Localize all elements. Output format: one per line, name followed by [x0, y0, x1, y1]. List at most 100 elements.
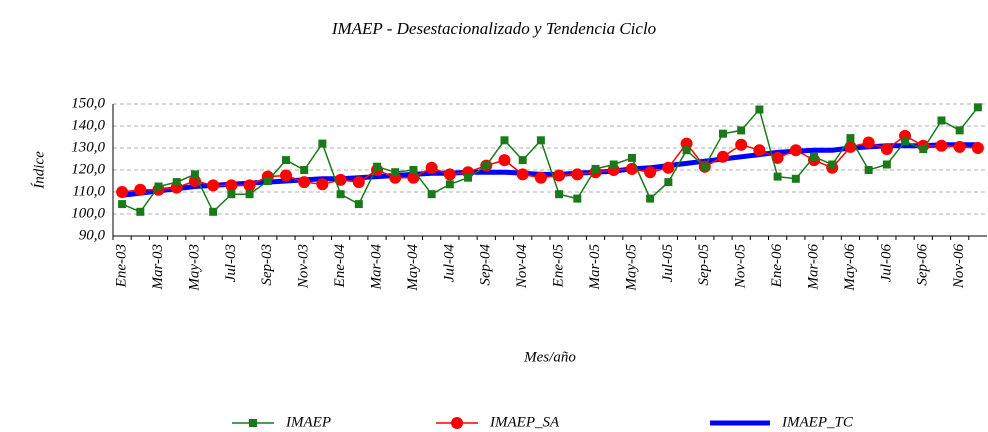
y-axis-label: Índice	[30, 151, 47, 190]
data-point	[553, 169, 566, 182]
data-point	[391, 168, 400, 177]
x-tick-label: Jul-06	[878, 244, 894, 283]
legend-label: IMAEP	[285, 414, 331, 430]
x-tick-label: Sep-04	[478, 244, 494, 286]
chart-title: IMAEP - Desestacionalizado y Tendencia C…	[331, 19, 656, 38]
data-point	[791, 174, 800, 183]
data-point	[828, 160, 837, 169]
data-point	[862, 136, 875, 149]
x-tick-label: Ene-04	[332, 244, 348, 289]
x-tick-label: Nov-05	[733, 244, 749, 290]
data-point	[316, 178, 329, 191]
x-tick-label: Mar-06	[805, 244, 821, 291]
x-tick-label: Mar-03	[150, 244, 166, 291]
data-point	[190, 170, 199, 179]
data-point	[134, 183, 147, 196]
data-point	[445, 180, 454, 189]
data-point	[227, 190, 236, 199]
data-point	[500, 136, 509, 145]
data-point	[716, 150, 729, 163]
data-point	[646, 194, 655, 203]
data-point	[518, 156, 527, 165]
data-point	[919, 145, 928, 154]
x-tick-label: Sep-05	[696, 244, 712, 286]
y-tick-label: 130,0	[71, 139, 105, 155]
data-point	[735, 138, 748, 151]
data-point	[443, 168, 456, 181]
data-point	[352, 176, 365, 189]
data-point	[516, 168, 529, 181]
data-point	[591, 164, 600, 173]
data-point	[336, 190, 345, 199]
legend-label: IMAEP_TC	[781, 414, 854, 430]
data-point	[154, 182, 163, 191]
y-tick-label: 90,0	[79, 227, 106, 243]
data-point	[427, 190, 436, 199]
data-point	[973, 103, 982, 112]
data-point	[464, 173, 473, 182]
data-point	[864, 166, 873, 174]
data-point	[737, 126, 746, 135]
data-point	[901, 137, 910, 146]
x-tick-label: Sep-03	[259, 244, 275, 286]
legend-marker	[451, 417, 463, 429]
data-point	[334, 173, 347, 186]
data-point	[755, 105, 764, 114]
x-tick-label: Ene-05	[551, 244, 567, 289]
data-point	[172, 178, 181, 187]
data-point	[298, 176, 311, 189]
data-point	[771, 151, 784, 164]
x-tick-label: Mar-04	[368, 244, 384, 291]
data-point	[882, 160, 891, 169]
x-tick-label: May-06	[842, 244, 858, 292]
data-point	[209, 207, 218, 216]
x-tick-label: Ene-03	[114, 244, 130, 288]
x-tick-label: Jul-05	[660, 244, 676, 283]
data-point	[682, 146, 691, 155]
data-point	[118, 200, 127, 209]
legend-marker	[249, 419, 257, 427]
data-point	[571, 168, 584, 181]
data-point	[409, 166, 418, 174]
x-tick-label: Jul-04	[441, 244, 457, 283]
y-tick-label: 100,0	[71, 205, 105, 221]
y-tick-label: 140,0	[71, 117, 105, 133]
data-point	[245, 190, 254, 199]
data-point	[955, 126, 964, 135]
x-tick-label: Nov-06	[951, 244, 967, 290]
data-point	[971, 142, 984, 154]
x-tick-label: Jul-03	[223, 244, 239, 282]
data-point	[573, 194, 582, 203]
data-point	[300, 166, 309, 174]
data-point	[318, 139, 327, 148]
x-tick-label: Nov-04	[514, 244, 530, 290]
data-point	[937, 116, 946, 125]
data-point	[789, 144, 802, 157]
x-tick-label: May-05	[623, 244, 639, 292]
data-point	[753, 144, 766, 157]
y-tick-label: 110,0	[72, 183, 105, 199]
data-point	[700, 162, 709, 171]
data-point	[536, 136, 545, 145]
data-point	[773, 172, 782, 181]
x-tick-label: May-04	[405, 244, 421, 292]
data-point	[281, 156, 290, 165]
data-point	[534, 171, 547, 184]
data-point	[116, 186, 129, 198]
x-tick-label: Ene-06	[769, 244, 785, 289]
data-point	[880, 143, 893, 156]
x-tick-label: May-03	[186, 244, 202, 292]
data-point	[136, 207, 145, 216]
legend-label: IMAEP_SA	[489, 414, 560, 430]
y-tick-label: 120,0	[71, 161, 105, 177]
data-point	[425, 161, 438, 174]
y-tick-label: 150,0	[71, 95, 105, 111]
data-point	[263, 177, 272, 185]
x-tick-label: Mar-05	[587, 244, 603, 291]
data-point	[644, 166, 657, 179]
data-point	[718, 129, 727, 138]
data-point	[373, 162, 382, 171]
data-point	[225, 179, 238, 192]
data-point	[482, 161, 491, 170]
